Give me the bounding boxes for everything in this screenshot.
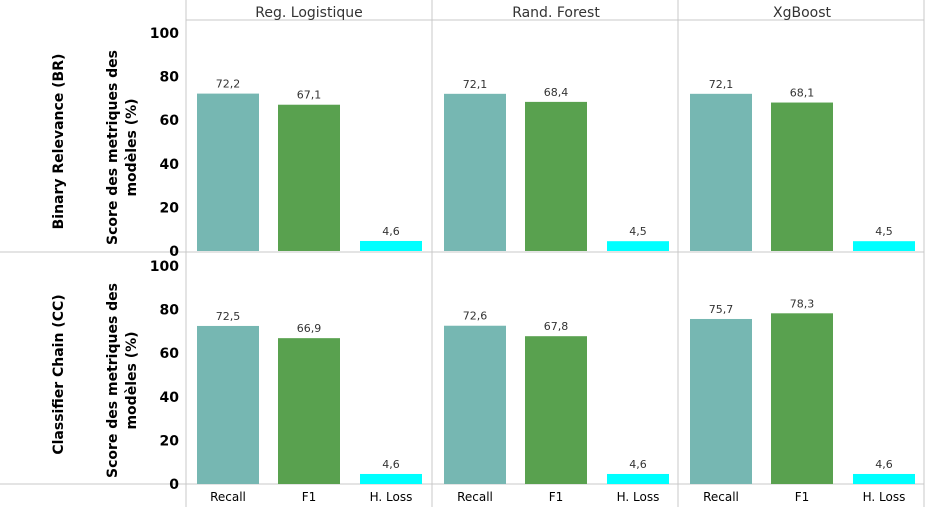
bar-f1 <box>771 102 833 252</box>
x-tick-label: F1 <box>302 490 317 504</box>
data-label: 4,6 <box>629 458 647 471</box>
bar-recall <box>197 93 259 251</box>
x-tick-label: F1 <box>549 490 564 504</box>
x-tick-label: Recall <box>457 490 493 504</box>
data-label: 72,2 <box>216 78 241 91</box>
y-tick-label: 60 <box>160 113 180 129</box>
bar-h-loss <box>360 240 422 251</box>
bar-recall <box>444 93 506 252</box>
bar-h-loss <box>360 473 422 484</box>
bar-f1 <box>525 336 587 484</box>
bar-h-loss <box>607 473 669 484</box>
x-tick-label: H. Loss <box>863 490 906 504</box>
y-tick-label: 0 <box>169 477 179 493</box>
y-tick-label: 0 <box>169 244 179 260</box>
y-tick-label: 20 <box>160 200 180 216</box>
y-tick-label: 60 <box>160 346 180 362</box>
row-header-1: Classifier Chain (CC) <box>51 294 67 454</box>
bar-recall <box>197 325 259 484</box>
data-label: 66,9 <box>297 322 322 335</box>
bar-h-loss <box>853 473 915 484</box>
data-label: 68,1 <box>790 87 815 100</box>
y-axis-title-line1: Score des metriques des <box>105 50 121 245</box>
data-label: 67,1 <box>297 89 322 102</box>
y-tick-label: 20 <box>160 433 180 449</box>
x-tick-label: H. Loss <box>370 490 413 504</box>
data-label: 72,1 <box>709 78 734 91</box>
data-label: 72,1 <box>463 78 488 91</box>
y-axis-title-line1: Score des metriques des <box>105 283 121 478</box>
x-tick-label: F1 <box>795 490 810 504</box>
data-label: 67,8 <box>544 320 569 333</box>
column-header-2: XgBoost <box>773 5 832 21</box>
y-tick-label: 100 <box>150 26 179 42</box>
bar-recall <box>690 318 752 484</box>
bar-f1 <box>278 338 340 484</box>
data-label: 68,4 <box>544 86 569 99</box>
data-label: 75,7 <box>709 303 734 316</box>
bar-f1 <box>771 313 833 484</box>
data-label: 4,5 <box>629 225 647 238</box>
bar-h-loss <box>607 241 669 251</box>
data-label: 72,5 <box>216 310 241 323</box>
y-axis-title-line2: modèles (%) <box>124 331 140 429</box>
data-label: 78,3 <box>790 297 815 310</box>
bar-h-loss <box>853 241 915 251</box>
x-tick-label: H. Loss <box>617 490 660 504</box>
data-label: 4,5 <box>875 225 893 238</box>
y-tick-label: 100 <box>150 259 179 275</box>
data-label: 4,6 <box>382 458 400 471</box>
x-tick-label: Recall <box>210 490 246 504</box>
y-tick-label: 80 <box>160 303 180 319</box>
y-tick-label: 80 <box>160 70 180 86</box>
row-header-0: Binary Relevance (BR) <box>51 54 67 230</box>
data-label: 4,6 <box>382 225 400 238</box>
bar-recall <box>690 93 752 252</box>
y-tick-label: 40 <box>160 390 180 406</box>
bar-recall <box>444 325 506 484</box>
column-header-0: Reg. Logistique <box>255 5 362 21</box>
column-header-1: Rand. Forest <box>512 5 600 21</box>
data-label: 72,6 <box>463 310 488 323</box>
bar-f1 <box>525 101 587 251</box>
data-label: 4,6 <box>875 458 893 471</box>
x-tick-label: Recall <box>703 490 739 504</box>
bar-f1 <box>278 104 340 251</box>
y-axis-title-line2: modèles (%) <box>124 98 140 196</box>
y-tick-label: 40 <box>160 157 180 173</box>
